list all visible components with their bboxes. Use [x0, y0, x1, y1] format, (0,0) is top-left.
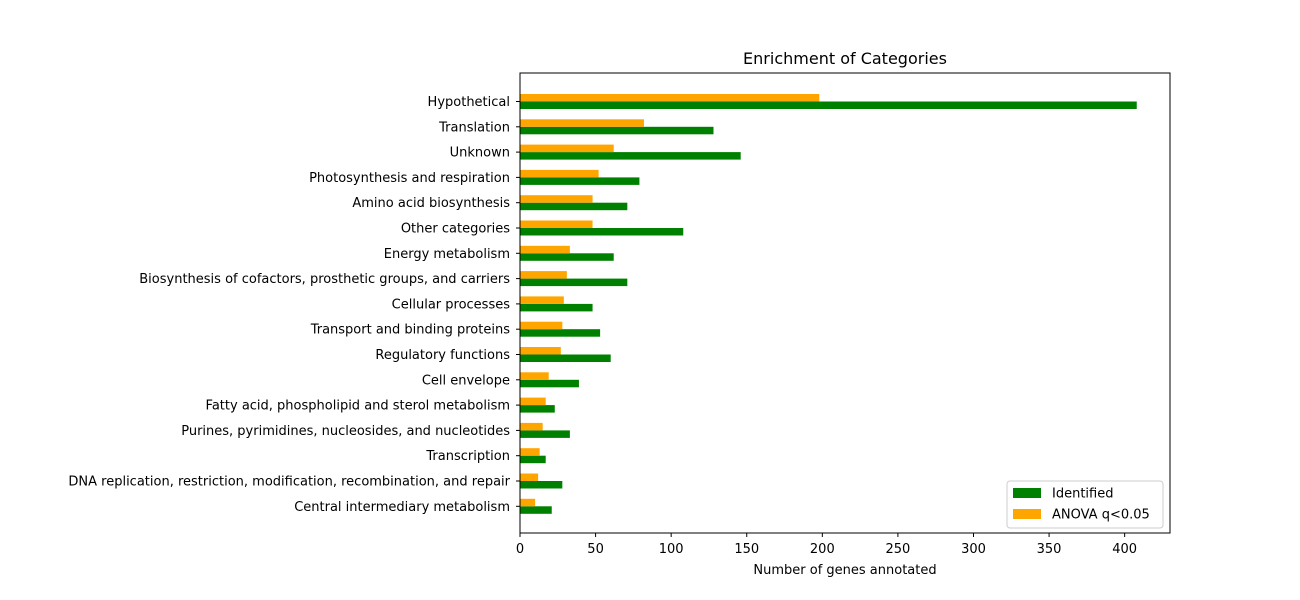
x-tick-label: 0	[516, 542, 524, 557]
bar-identified-regulatory-functions	[520, 354, 611, 362]
y-tick-label: Transport and binding proteins	[310, 323, 511, 338]
legend: Identified ANOVA q<0.05	[1006, 480, 1164, 529]
y-tick-label: Unknown	[450, 146, 510, 161]
bar-anova-amino-acid-biosynthesis	[520, 195, 593, 203]
y-tick-label: Fatty acid, phospholipid and sterol meta…	[206, 399, 510, 414]
bar-identified-central-intermediary-metabolism	[520, 506, 552, 514]
bar-identified-cell-envelope	[520, 379, 579, 388]
x-tick-label: 300	[961, 542, 986, 557]
bar-identified-translation	[520, 126, 714, 135]
y-tick-label: Other categories	[401, 222, 510, 237]
x-tick-label: 350	[1037, 542, 1062, 557]
bar-anova-transcription	[520, 448, 540, 456]
y-axis-ticks: Hypothetical Translation Unknown Photosynth…	[68, 95, 520, 515]
bar-identified-cellular-processes	[520, 303, 593, 312]
bar-anova-central-intermediary-metabolism	[520, 498, 536, 507]
bar-anova-purines-pyrimidines-nucleosides-and-nucleotides	[520, 422, 543, 431]
y-tick-label: Cellular processes	[392, 297, 511, 312]
bar-anova-dna-replication-restriction-modification-recombination-and-repair	[520, 473, 539, 481]
bar-identified-energy-metabolism	[520, 253, 614, 261]
legend-label-identified: Identified	[1052, 487, 1113, 502]
bars-group	[520, 94, 1137, 514]
x-axis-label: Number of genes annotated	[753, 563, 936, 578]
y-tick-label: Energy metabolism	[384, 247, 510, 262]
bar-identified-fatty-acid-phospholipid-and-sterol-metabolism	[520, 405, 555, 413]
bar-identified-unknown	[520, 152, 741, 160]
y-tick-label: Transcription	[425, 449, 510, 464]
legend-label-anova: ANOVA q<0.05	[1052, 508, 1150, 523]
bar-anova-transport-and-binding-proteins	[520, 321, 563, 330]
x-tick-label: 400	[1112, 542, 1137, 557]
bar-anova-energy-metabolism	[520, 245, 570, 254]
bar-identified-amino-acid-biosynthesis	[520, 202, 628, 211]
y-tick-label: Central intermediary metabolism	[294, 500, 510, 515]
bar-identified-hypothetical	[520, 101, 1137, 109]
bar-anova-unknown	[520, 144, 614, 153]
y-tick-label: Translation	[438, 120, 510, 135]
y-tick-label: Biosynthesis of cofactors, prosthetic gr…	[139, 272, 510, 287]
y-tick-label: Regulatory functions	[375, 348, 510, 363]
bar-identified-other-categories	[520, 228, 684, 236]
bar-identified-dna-replication-restriction-modification-recombination-and-repair	[520, 481, 563, 489]
bar-identified-purines-pyrimidines-nucleosides-and-nucleotides	[520, 430, 570, 438]
x-tick-label: 50	[587, 542, 604, 557]
bar-anova-hypothetical	[520, 94, 820, 102]
legend-box	[1006, 480, 1164, 529]
y-tick-label: Purines, pyrimidines, nucleosides, and n…	[181, 424, 510, 439]
bar-identified-transport-and-binding-proteins	[520, 329, 601, 337]
bar-anova-fatty-acid-phospholipid-and-sterol-metabolism	[520, 397, 546, 406]
chart-title: Enrichment of Categories	[743, 49, 947, 68]
y-tick-label: Photosynthesis and respiration	[309, 171, 510, 186]
x-axis-ticks: 0 50 100 150 200 250 300 350 400	[516, 533, 1137, 557]
bar-identified-biosynthesis-of-cofactors-prosthetic-groups-and-carriers	[520, 278, 628, 287]
y-tick-label: DNA replication, restriction, modificati…	[68, 475, 510, 490]
bar-anova-biosynthesis-of-cofactors-prosthetic-groups-and-carriers	[520, 271, 567, 279]
legend-swatch-anova	[1013, 509, 1041, 519]
y-tick-label: Hypothetical	[428, 95, 510, 110]
bar-anova-cell-envelope	[520, 372, 549, 380]
x-tick-label: 100	[659, 542, 684, 557]
legend-swatch-identified	[1013, 488, 1041, 498]
x-tick-label: 200	[810, 542, 835, 557]
x-tick-label: 250	[885, 542, 910, 557]
bar-anova-photosynthesis-and-respiration	[520, 169, 599, 178]
bar-identified-transcription	[520, 455, 546, 464]
bar-anova-cellular-processes	[520, 296, 564, 304]
x-tick-label: 150	[734, 542, 759, 557]
bar-anova-translation	[520, 119, 644, 127]
y-tick-label: Amino acid biosynthesis	[352, 196, 510, 211]
bar-identified-photosynthesis-and-respiration	[520, 177, 640, 185]
bar-anova-regulatory-functions	[520, 347, 561, 355]
y-tick-label: Cell envelope	[422, 373, 510, 388]
bar-anova-other-categories	[520, 220, 593, 228]
plot-frame	[519, 72, 1171, 534]
